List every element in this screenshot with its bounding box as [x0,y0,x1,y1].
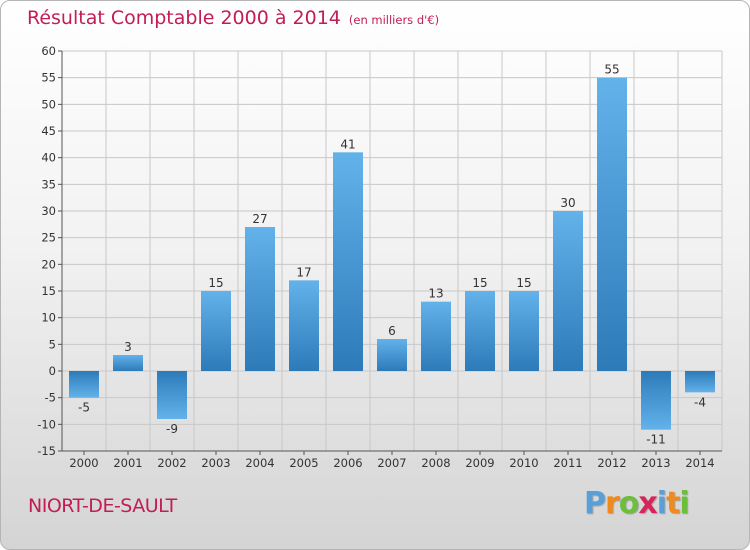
bar-2010 [509,291,539,371]
y-tick-label: 5 [49,337,56,351]
y-tick-label: -10 [37,417,56,431]
data-label-2002: -9 [166,422,178,436]
x-tick-label-2002: 2002 [157,456,186,470]
x-tick-label-2014: 2014 [685,456,714,470]
x-tick-label-2003: 2003 [201,456,230,470]
logo-letter: i [656,486,667,521]
logo-letter: r [605,486,620,521]
bar-2013 [641,371,671,430]
chart-title: Résultat Comptable 2000 à 2014 (en millie… [27,7,439,29]
bar-2003 [201,291,231,371]
commune-name: NIORT-DE-SAULT [28,495,177,517]
bar-2000 [69,371,99,398]
x-tick-label-2009: 2009 [465,456,494,470]
x-tick-label-2013: 2013 [641,456,670,470]
y-tick-label: 30 [41,204,56,218]
y-tick-label: -15 [37,444,56,458]
bar-2012 [597,77,627,372]
data-label-2001: 3 [124,340,132,354]
x-tick-label-2006: 2006 [333,456,362,470]
bar-2002 [157,371,187,419]
data-label-2013: -11 [646,433,666,447]
bar-2006 [333,152,363,371]
data-label-2006: 41 [340,137,355,151]
logo-letter: x [638,486,657,521]
data-label-2000: -5 [78,401,90,415]
data-label-2014: -4 [694,395,706,409]
data-label-2007: 6 [388,324,396,338]
x-tick-label-2000: 2000 [69,456,98,470]
bar-2014 [685,371,715,393]
x-tick-label-2008: 2008 [421,456,450,470]
bar-2001 [113,355,143,371]
bar-2008 [421,301,451,371]
y-tick-label: 0 [49,364,56,378]
data-label-2004: 27 [252,212,267,226]
x-tick-label-2007: 2007 [377,456,406,470]
bar-2004 [245,227,275,371]
chart-title-text: Résultat Comptable 2000 à 2014 [27,7,341,29]
x-tick-label-2011: 2011 [553,456,582,470]
logo-letter: i [679,486,689,521]
x-tick-label-2010: 2010 [509,456,538,470]
y-tick-label: -5 [45,391,56,405]
proxiti-logo: Proxiti [584,486,690,521]
x-tick-label-2004: 2004 [245,456,274,470]
y-tick-label: 45 [41,124,56,138]
logo-letter: o [618,486,640,521]
x-tick-label-2012: 2012 [597,456,626,470]
x-tick-label-2005: 2005 [289,456,318,470]
bar-2009 [465,291,495,371]
logo-letter: t [666,486,680,521]
data-label-2003: 15 [208,276,223,290]
chart-subtitle: (en milliers d'€) [348,13,440,27]
y-tick-label: 60 [41,44,56,58]
data-label-2009: 15 [472,276,487,290]
y-tick-label: 25 [41,231,56,245]
bar-2005 [289,280,319,371]
bar-2007 [377,339,407,371]
y-tick-label: 10 [41,311,56,325]
data-label-2005: 17 [296,265,311,279]
y-tick-label: 55 [41,71,56,85]
y-tick-label: 35 [41,177,56,191]
bar-2011 [553,211,583,371]
y-tick-label: 40 [41,151,56,165]
y-tick-label: 20 [41,257,56,271]
x-tick-label-2001: 2001 [113,456,142,470]
data-label-2010: 15 [516,276,531,290]
y-tick-label: 15 [41,284,56,298]
y-tick-label: 50 [41,97,56,111]
data-label-2008: 13 [428,287,443,301]
data-label-2011: 30 [560,196,575,210]
data-label-2012: 55 [604,63,619,77]
logo-letter: P [584,486,606,521]
